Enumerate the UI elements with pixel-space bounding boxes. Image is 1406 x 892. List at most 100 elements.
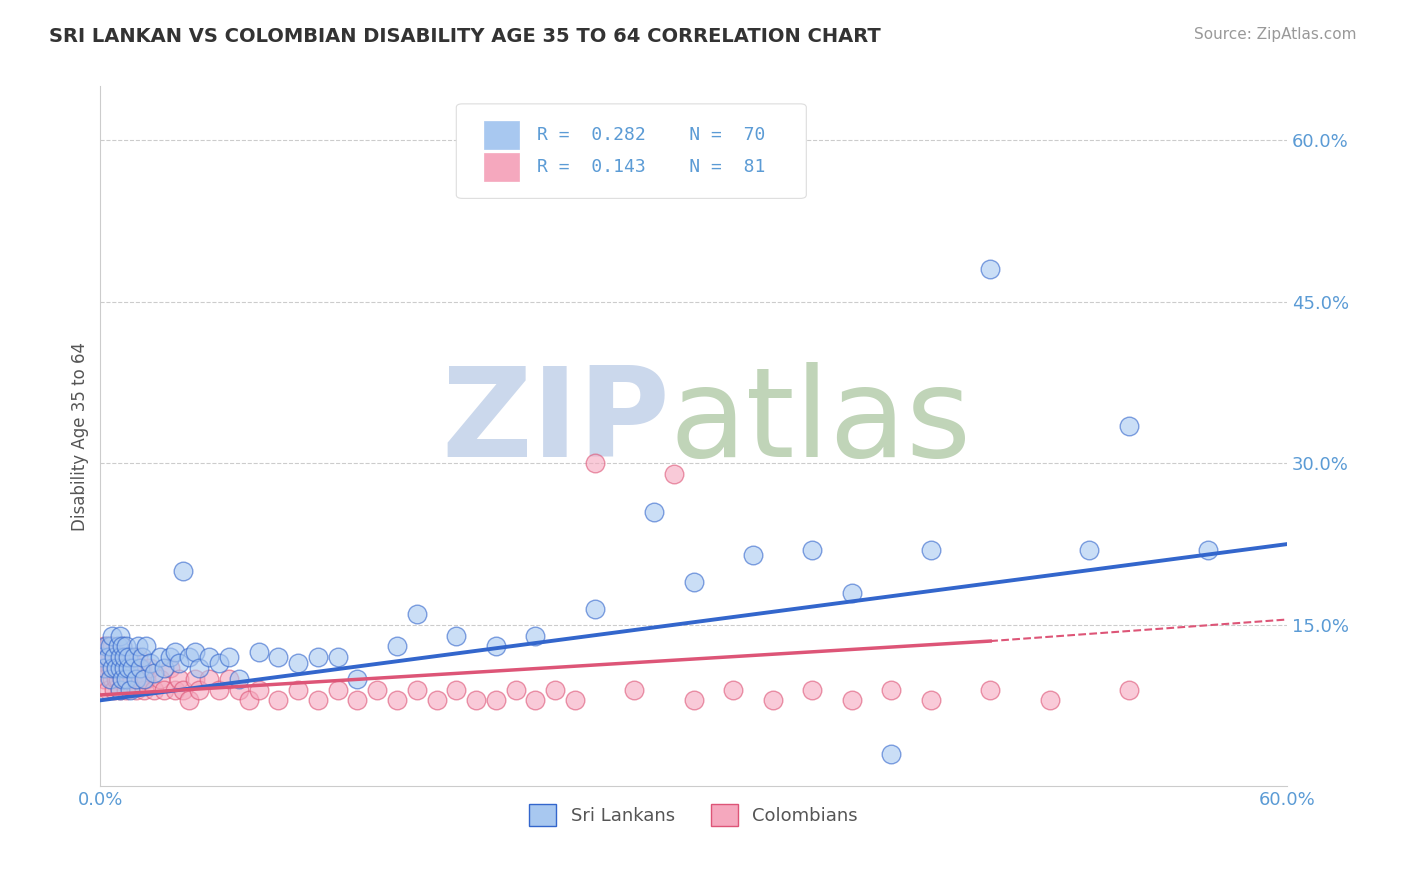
Point [208, 682, 231, 697]
Point [107, 672, 129, 686]
Text: R =  0.143    N =  81: R = 0.143 N = 81 [537, 158, 765, 176]
Point [287, 682, 309, 697]
Point [165, 682, 187, 697]
Point [112, 650, 135, 665]
Point [267, 693, 290, 707]
Point [1078, 542, 1101, 557]
Point [112, 661, 135, 675]
Point [97, 640, 120, 654]
Point [96, 661, 118, 675]
Point [129, 672, 152, 686]
Point [1118, 682, 1140, 697]
Point [169, 672, 191, 686]
Point [218, 672, 240, 686]
Point [108, 629, 131, 643]
Point [142, 682, 165, 697]
Point [107, 650, 129, 665]
Point [307, 693, 329, 707]
Point [169, 656, 191, 670]
Point [117, 661, 139, 675]
Point [125, 672, 148, 686]
Point [152, 682, 174, 697]
Point [841, 693, 863, 707]
Point [132, 682, 155, 697]
Point [117, 650, 139, 665]
Point [662, 467, 685, 482]
Point [159, 661, 181, 675]
Point [111, 672, 134, 686]
Point [98, 672, 121, 686]
Point [105, 672, 128, 686]
Text: ZIP: ZIP [441, 362, 669, 483]
Point [101, 661, 124, 675]
Point [118, 682, 141, 697]
Text: atlas: atlas [669, 362, 972, 483]
Point [112, 650, 135, 665]
Point [184, 645, 207, 659]
Point [152, 661, 174, 675]
Point [135, 672, 157, 686]
Point [841, 585, 863, 599]
Point [142, 666, 165, 681]
Point [218, 650, 240, 665]
Point [108, 650, 131, 665]
Point [762, 693, 785, 707]
Point [115, 682, 138, 697]
Point [721, 682, 744, 697]
Point [118, 650, 141, 665]
Point [105, 661, 128, 675]
Point [485, 640, 508, 654]
Point [247, 682, 270, 697]
Point [198, 672, 221, 686]
Text: Source: ZipAtlas.com: Source: ZipAtlas.com [1194, 27, 1357, 42]
Point [682, 574, 704, 589]
Legend: Sri Lankans, Colombians: Sri Lankans, Colombians [522, 797, 865, 833]
Point [112, 661, 135, 675]
Point [682, 693, 704, 707]
Point [93, 640, 115, 654]
Point [108, 661, 131, 675]
Point [198, 650, 221, 665]
Point [385, 693, 408, 707]
Point [920, 693, 942, 707]
Point [96, 640, 118, 654]
Point [307, 650, 329, 665]
Bar [484, 153, 519, 181]
Point [208, 656, 231, 670]
Point [93, 672, 115, 686]
Point [131, 650, 153, 665]
Point [366, 682, 388, 697]
Y-axis label: Disability Age 35 to 64: Disability Age 35 to 64 [72, 342, 89, 531]
Point [880, 682, 903, 697]
Point [132, 672, 155, 686]
Point [326, 682, 349, 697]
Text: R =  0.282    N =  70: R = 0.282 N = 70 [537, 127, 765, 145]
Point [135, 640, 157, 654]
Point [115, 640, 138, 654]
Point [91, 650, 114, 665]
Point [524, 629, 547, 643]
Point [524, 693, 547, 707]
Point [505, 682, 527, 697]
Point [446, 682, 468, 697]
Point [139, 656, 162, 670]
Point [159, 650, 181, 665]
Point [111, 640, 134, 654]
Point [91, 650, 114, 665]
Point [1197, 542, 1219, 557]
Point [979, 262, 1001, 277]
Bar [484, 121, 519, 149]
Point [107, 640, 129, 654]
Point [127, 650, 149, 665]
Point [111, 640, 134, 654]
Point [103, 650, 125, 665]
Point [801, 542, 824, 557]
Point [98, 650, 121, 665]
Point [117, 672, 139, 686]
Point [103, 650, 125, 665]
Point [228, 682, 250, 697]
Point [129, 661, 152, 675]
Point [1118, 418, 1140, 433]
Point [446, 629, 468, 643]
Point [544, 682, 567, 697]
